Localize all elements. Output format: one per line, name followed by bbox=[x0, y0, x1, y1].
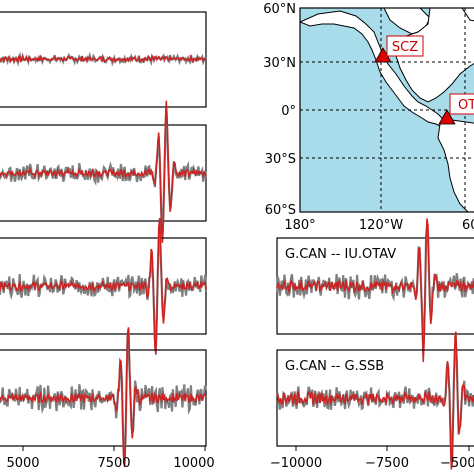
map-y-tick-label: 60°S bbox=[265, 203, 296, 218]
station-label: OT bbox=[458, 98, 474, 113]
map-x-tick-label: 60 bbox=[462, 218, 474, 233]
synthetic-trace-line bbox=[0, 100, 207, 243]
station-label-box bbox=[449, 93, 474, 115]
left-panel-1-frame bbox=[0, 11, 207, 108]
synthetic-trace-line bbox=[0, 217, 207, 355]
map-frame bbox=[299, 7, 474, 213]
map-panel: 60°N 30°N 0° 30°S 60°S 180° 120°W 60 SCZ… bbox=[263, 2, 474, 233]
left-panel-3 bbox=[0, 217, 208, 355]
right-panel-2: G.CAN -- G.SSB −10000 −7500 −5000 bbox=[270, 331, 474, 471]
observed-trace-line bbox=[0, 329, 208, 459]
right-panel-1-title: G.CAN -- IU.OTAV bbox=[285, 247, 396, 262]
right-x-tick-label: −10000 bbox=[270, 456, 322, 471]
right-panel-1-traces bbox=[275, 218, 474, 363]
synthetic-trace-line bbox=[276, 218, 474, 363]
right-panel-2-frame bbox=[276, 349, 474, 447]
right-x-ticks: −10000 −7500 −5000 bbox=[270, 446, 474, 471]
greenland bbox=[461, 8, 474, 22]
synthetic-trace-line bbox=[276, 331, 474, 470]
left-x-tick-label: 7500 bbox=[97, 456, 130, 471]
map-y-tick-label: 30°N bbox=[263, 56, 296, 71]
station-label-box bbox=[386, 35, 424, 57]
right-panel-1: G.CAN -- IU.OTAV bbox=[275, 218, 474, 363]
station-triangle-icon bbox=[438, 109, 456, 125]
synthetic-trace-line bbox=[0, 53, 207, 64]
map-y-tick-label: 30°S bbox=[265, 152, 296, 167]
station-label: SCZ bbox=[392, 40, 418, 55]
left-panel-1 bbox=[0, 11, 207, 108]
left-panel-4: 5000 7500 10000 bbox=[0, 327, 215, 471]
left-x-tick-label: 5000 bbox=[6, 456, 39, 471]
map-x-tick-label: 120°W bbox=[359, 218, 403, 233]
right-panel-2-title: G.CAN -- G.SSB bbox=[285, 359, 384, 374]
left-panel-2-traces bbox=[0, 100, 208, 243]
left-x-tick-label: 10000 bbox=[173, 456, 214, 471]
left-panel-2 bbox=[0, 100, 208, 243]
left-x-ticks: 5000 7500 10000 bbox=[6, 446, 215, 471]
synthetic-trace-line bbox=[0, 327, 207, 467]
map-y-tick-label: 60°N bbox=[263, 2, 296, 17]
right-panel-2-traces bbox=[275, 331, 474, 470]
station-scz: SCZ bbox=[374, 35, 424, 63]
map-x-tick-label: 180° bbox=[284, 218, 315, 233]
map-x-ticks: 180° 120°W 60 bbox=[284, 218, 474, 233]
left-panel-3-traces bbox=[0, 217, 208, 355]
station-ot: OT bbox=[438, 93, 474, 125]
right-x-tick-label: −5000 bbox=[440, 456, 474, 471]
right-x-tick-label: −7500 bbox=[365, 456, 409, 471]
map-y-tick-label: 0° bbox=[281, 104, 296, 119]
map-y-ticks: 60°N 30°N 0° 30°S 60°S bbox=[263, 2, 296, 218]
left-panel-4-traces bbox=[0, 327, 208, 467]
left-panel-4-frame bbox=[0, 349, 207, 447]
left-panel-1-traces bbox=[0, 51, 207, 67]
